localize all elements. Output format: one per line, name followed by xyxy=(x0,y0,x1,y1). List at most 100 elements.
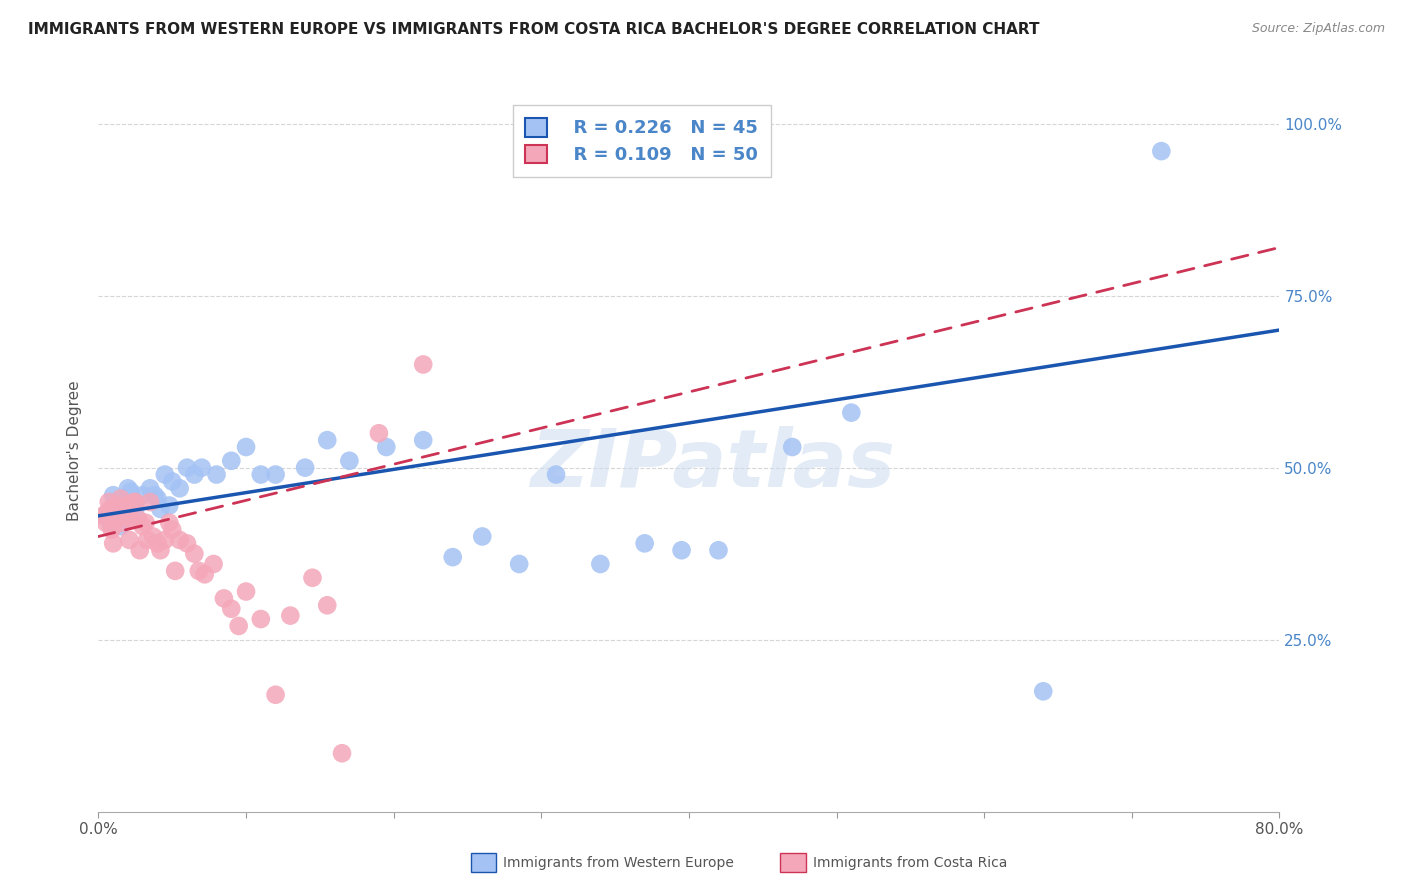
Point xyxy=(221,601,243,615)
Point xyxy=(157,499,180,513)
Point xyxy=(634,536,657,550)
Point xyxy=(330,746,353,760)
Point xyxy=(841,406,863,420)
Point xyxy=(139,481,162,495)
Point xyxy=(110,495,132,509)
Point xyxy=(169,533,191,547)
Point xyxy=(412,433,434,447)
Point xyxy=(146,536,169,550)
Point xyxy=(264,688,287,702)
Point xyxy=(153,533,176,547)
Point xyxy=(139,495,162,509)
Point xyxy=(176,460,198,475)
Point xyxy=(146,491,169,506)
Point xyxy=(98,502,121,516)
Point xyxy=(194,567,217,582)
Text: Immigrants from Costa Rica: Immigrants from Costa Rica xyxy=(813,855,1007,870)
Y-axis label: Bachelor's Degree: Bachelor's Degree xyxy=(67,380,83,521)
Point xyxy=(165,564,187,578)
Point xyxy=(250,467,273,482)
Text: Immigrants from Western Europe: Immigrants from Western Europe xyxy=(503,855,734,870)
Point xyxy=(782,440,804,454)
Point xyxy=(183,547,205,561)
Legend:   R = 0.226   N = 45,   R = 0.109   N = 50: R = 0.226 N = 45, R = 0.109 N = 50 xyxy=(513,105,770,177)
Point xyxy=(671,543,693,558)
Point xyxy=(107,508,129,523)
Point xyxy=(221,454,243,468)
Point xyxy=(375,440,398,454)
Point xyxy=(142,529,165,543)
Point xyxy=(91,508,114,523)
Point xyxy=(368,426,391,441)
Point xyxy=(128,543,150,558)
Point xyxy=(111,516,134,530)
Point xyxy=(205,467,228,482)
Point xyxy=(191,460,214,475)
Point xyxy=(264,467,287,482)
Text: IMMIGRANTS FROM WESTERN EUROPE VS IMMIGRANTS FROM COSTA RICA BACHELOR'S DEGREE C: IMMIGRANTS FROM WESTERN EUROPE VS IMMIGR… xyxy=(28,22,1039,37)
Point xyxy=(127,512,149,526)
Point xyxy=(162,475,183,489)
Point xyxy=(1032,684,1054,698)
Point xyxy=(114,508,136,523)
Point xyxy=(301,571,323,585)
Point xyxy=(149,543,172,558)
Point xyxy=(110,491,132,506)
Point xyxy=(235,584,257,599)
Point xyxy=(202,557,225,571)
Point xyxy=(339,454,361,468)
Point xyxy=(441,550,464,565)
Point xyxy=(114,499,136,513)
Point xyxy=(110,519,132,533)
Point xyxy=(98,516,121,530)
Point xyxy=(316,599,339,613)
Point xyxy=(589,557,612,571)
Point xyxy=(1150,144,1173,158)
Point xyxy=(143,488,166,502)
Point xyxy=(120,512,142,526)
Point xyxy=(250,612,273,626)
Point xyxy=(94,516,117,530)
Point xyxy=(97,495,120,509)
Point xyxy=(94,508,117,523)
Point xyxy=(115,499,138,513)
Point xyxy=(316,433,339,447)
Text: ZIPatlas: ZIPatlas xyxy=(530,425,896,504)
Point xyxy=(124,495,146,509)
Point xyxy=(100,523,122,537)
Point xyxy=(280,608,302,623)
Point xyxy=(157,516,180,530)
Point xyxy=(122,495,145,509)
Point xyxy=(103,519,125,533)
Point xyxy=(105,505,128,519)
Point xyxy=(153,467,176,482)
Point xyxy=(176,536,198,550)
Point xyxy=(124,502,146,516)
Point xyxy=(169,481,191,495)
Point xyxy=(120,484,142,499)
Point xyxy=(149,502,172,516)
Point xyxy=(135,516,157,530)
Point xyxy=(187,564,209,578)
Point xyxy=(136,533,159,547)
Point xyxy=(96,505,118,519)
Point xyxy=(546,467,568,482)
Point xyxy=(235,440,257,454)
Point xyxy=(132,488,155,502)
Point xyxy=(508,557,530,571)
Text: Source: ZipAtlas.com: Source: ZipAtlas.com xyxy=(1251,22,1385,36)
Point xyxy=(228,619,250,633)
Point xyxy=(105,499,128,513)
Point xyxy=(103,536,125,550)
Point xyxy=(212,591,235,606)
Point xyxy=(707,543,730,558)
Point xyxy=(183,467,205,482)
Point xyxy=(103,488,125,502)
Point xyxy=(117,508,139,523)
Point xyxy=(162,523,183,537)
Point xyxy=(117,481,139,495)
Point xyxy=(118,533,141,547)
Point xyxy=(132,519,155,533)
Point xyxy=(412,358,434,372)
Point xyxy=(471,529,494,543)
